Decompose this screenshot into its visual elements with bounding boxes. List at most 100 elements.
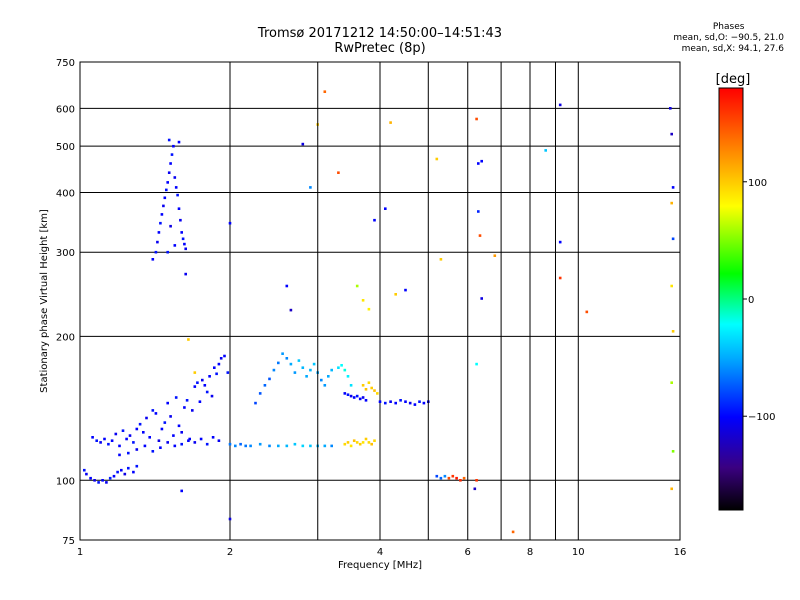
data-point (135, 427, 139, 431)
data-point (107, 442, 110, 446)
plot-frame (79, 61, 681, 541)
data-point (103, 437, 106, 441)
data-point (172, 144, 175, 148)
data-point (330, 368, 333, 372)
data-point (160, 213, 164, 216)
data-point (183, 406, 186, 409)
data-point (217, 439, 221, 442)
data-point (277, 444, 280, 448)
chart-title: Tromsø 20171212 14:50:00–14:51:43 (257, 26, 503, 41)
data-point (669, 107, 672, 110)
data-point (95, 439, 98, 442)
data-point (323, 90, 327, 93)
data-point (408, 401, 412, 405)
data-point (293, 442, 297, 446)
y-tick-label: 600 (56, 104, 75, 115)
data-point (185, 399, 189, 402)
data-point (439, 476, 443, 480)
data-point (346, 375, 350, 378)
data-point (413, 403, 417, 406)
data-point (258, 392, 262, 395)
data-point (166, 441, 169, 444)
x-tick-label: 4 (377, 547, 383, 558)
data-point (211, 436, 215, 439)
data-point (201, 378, 204, 382)
data-point (151, 258, 155, 261)
phase-colorbar (718, 87, 744, 511)
y-tick-label: 750 (56, 58, 75, 69)
data-point (138, 422, 142, 426)
data-point (340, 364, 343, 367)
data-point (177, 207, 181, 210)
data-point (422, 401, 426, 405)
data-point (132, 441, 135, 444)
data-point (367, 441, 371, 444)
data-point (199, 437, 203, 441)
data-point (285, 357, 289, 360)
x-axis-ticks: 1 2 4 6 8 10 16 (77, 62, 686, 558)
data-point (234, 444, 237, 448)
data-point (169, 224, 172, 228)
data-point (670, 487, 673, 491)
data-point (127, 466, 130, 470)
data-point (358, 442, 362, 446)
data-point (285, 284, 289, 288)
data-point (558, 240, 562, 244)
data-point (343, 368, 347, 372)
data-point (373, 218, 376, 222)
data-point (112, 474, 116, 478)
data-point (83, 468, 86, 472)
data-point (173, 176, 177, 179)
data-point (177, 424, 181, 428)
data-point (135, 448, 139, 451)
data-point (320, 378, 323, 382)
data-point (309, 186, 312, 189)
data-point (181, 237, 185, 241)
y-axis-label: Stationary phase Virtual Height [km] (39, 209, 50, 393)
data-point (254, 401, 257, 405)
data-point (121, 429, 125, 432)
data-point (361, 299, 365, 302)
data-point (389, 400, 392, 403)
data-point (364, 437, 368, 441)
data-point (163, 196, 167, 200)
data-point (337, 366, 340, 369)
data-point (105, 481, 108, 484)
y-tick-label: 75 (62, 536, 75, 547)
data-point (293, 371, 297, 374)
data-point (188, 437, 191, 441)
data-point (89, 476, 92, 480)
data-point (174, 186, 178, 189)
data-point (477, 210, 480, 213)
data-point (327, 375, 330, 378)
data-point (544, 149, 547, 152)
data-point (166, 181, 169, 184)
phase-o-mode-stats: mean, sd,O: −90.5, 21.0 (673, 33, 784, 43)
data-point (123, 472, 127, 476)
data-point (169, 162, 172, 165)
data-point (355, 284, 359, 288)
data-point (145, 416, 148, 420)
data-point (671, 330, 675, 333)
data-point (151, 409, 155, 412)
data-point (93, 479, 96, 482)
data-point (228, 221, 232, 225)
data-point (180, 489, 183, 493)
data-point (210, 394, 214, 398)
data-point (118, 444, 121, 448)
colorbar-label: [deg] (716, 72, 751, 87)
data-point (196, 381, 199, 384)
data-point (198, 400, 202, 403)
data-point (394, 401, 397, 405)
data-point (228, 517, 232, 521)
data-point (367, 307, 371, 311)
y-tick-label: 200 (56, 332, 75, 343)
data-point (289, 308, 293, 312)
data-point (157, 439, 161, 442)
data-point (239, 442, 242, 446)
data-point (159, 446, 162, 449)
data-point (156, 240, 159, 244)
data-point (404, 400, 407, 403)
data-point (99, 441, 102, 444)
data-point (205, 442, 209, 446)
